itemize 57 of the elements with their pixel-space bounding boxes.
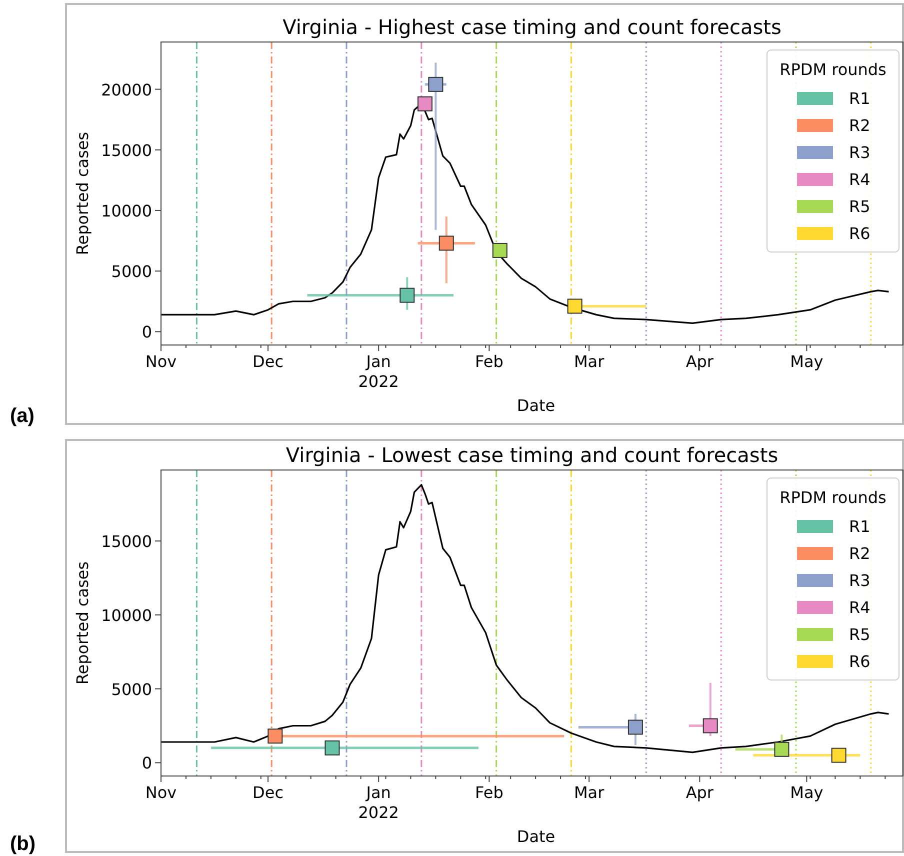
chart-title: Virginia - Highest case timing and count forecasts	[282, 15, 782, 39]
x-tick-label: Nov	[145, 352, 177, 371]
point	[438, 236, 454, 251]
x-tick-label: Mar	[574, 783, 605, 802]
x-tick-label: Apr	[686, 352, 714, 371]
legend-label: R2	[849, 116, 870, 135]
text: (a)	[10, 405, 34, 427]
x-tick-label: May	[790, 783, 824, 802]
x-axis-title: Date	[516, 396, 556, 415]
x-tick-label: May	[790, 352, 824, 371]
point	[567, 298, 582, 314]
y-tick-label: 5000	[111, 262, 152, 282]
x-tick-label: Jan 2022	[358, 352, 399, 391]
legend-label: R3	[849, 571, 870, 590]
y-axis-title: Reported cases	[73, 561, 92, 685]
point	[492, 242, 508, 258]
x-tick-label: Dec	[252, 783, 284, 802]
legend-label: R1	[849, 517, 870, 536]
point	[628, 720, 643, 735]
y-tick-label: 15000	[101, 532, 152, 551]
legend-label: R3	[849, 143, 870, 162]
point	[428, 76, 444, 92]
legend-title: RPDM rounds	[780, 60, 886, 79]
point	[702, 718, 718, 734]
chart-title: Virginia - Lowest case timing and count forecasts	[286, 443, 778, 467]
legend-title: RPDM rounds	[780, 488, 886, 507]
y-axis-title: Reported cases	[73, 132, 92, 256]
legend-label: R5	[849, 197, 870, 216]
y-tick-label: 10000	[101, 201, 152, 220]
legend-label: R4	[849, 170, 870, 189]
point	[268, 728, 283, 744]
x-tick-label: Jan 2022	[358, 783, 399, 822]
legend-label: R6	[849, 224, 870, 243]
y-tick-label: 0	[142, 754, 152, 773]
x-tick-label: Nov	[145, 783, 177, 802]
y-tick-label: 5000	[111, 680, 152, 699]
y-tick-label: 10000	[101, 606, 152, 625]
x-tick-label: Dec	[252, 352, 284, 371]
legend-label: R5	[849, 625, 870, 644]
legend-label: R4	[849, 598, 870, 617]
text: (b)	[10, 833, 36, 855]
y-tick-label: 15000	[101, 140, 152, 160]
legend-label: R6	[849, 652, 870, 671]
point	[831, 748, 846, 763]
y-tick-label: 0	[142, 322, 152, 342]
y-tick-label: 20000	[101, 80, 152, 100]
x-tick-label: Feb	[475, 783, 504, 802]
x-tick-label: Mar	[574, 352, 605, 371]
x-axis-title: Date	[516, 827, 556, 846]
point	[324, 740, 340, 756]
legend-label: R1	[849, 89, 870, 108]
point	[774, 742, 790, 757]
point	[400, 288, 415, 303]
point	[417, 96, 432, 112]
x-tick-label: Feb	[475, 352, 504, 371]
legend-label: R2	[849, 544, 870, 563]
x-tick-label: Apr	[686, 783, 714, 802]
